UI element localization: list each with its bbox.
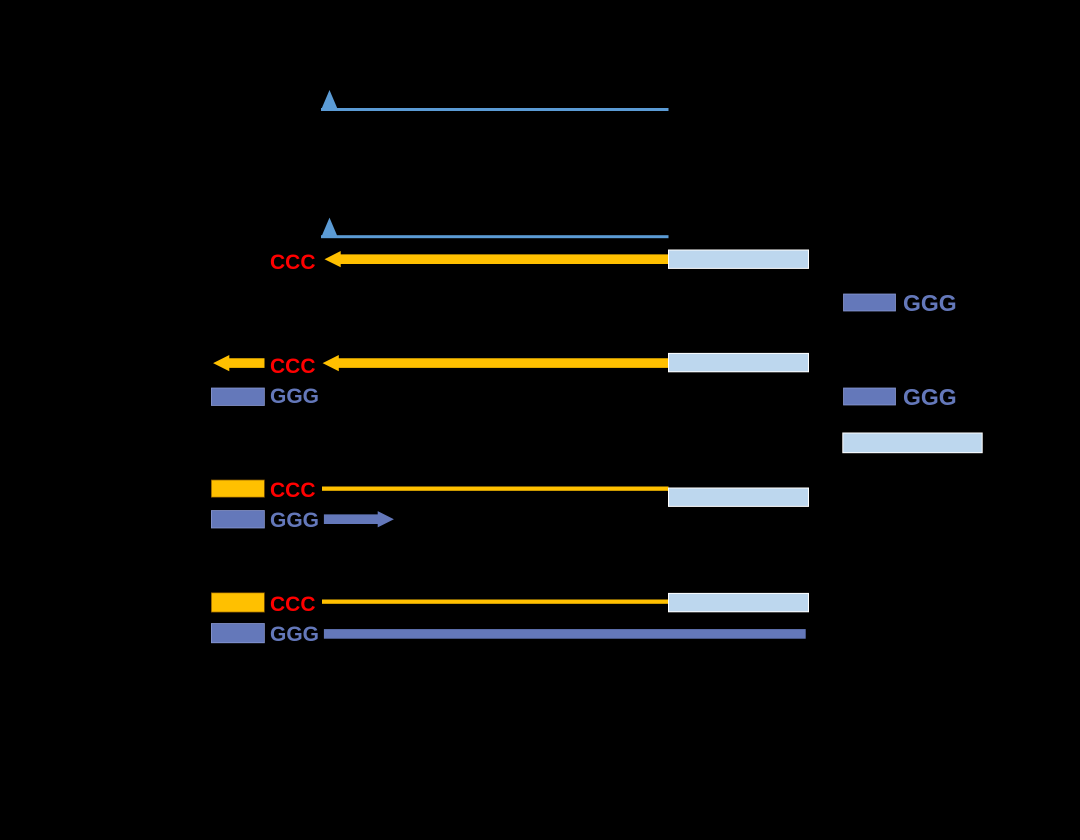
svg-text:CCC: CCC — [270, 479, 316, 502]
svg-text:GGG: GGG — [270, 623, 319, 646]
svg-text:GGG: GGG — [270, 509, 319, 532]
svg-text:CCC: CCC — [270, 251, 316, 274]
svg-text:GGG: GGG — [903, 290, 957, 316]
svg-text:CCC: CCC — [270, 593, 316, 616]
svg-text:CCC: CCC — [270, 355, 316, 378]
svg-text:GGG: GGG — [270, 385, 319, 408]
svg-text:GGG: GGG — [903, 384, 957, 410]
